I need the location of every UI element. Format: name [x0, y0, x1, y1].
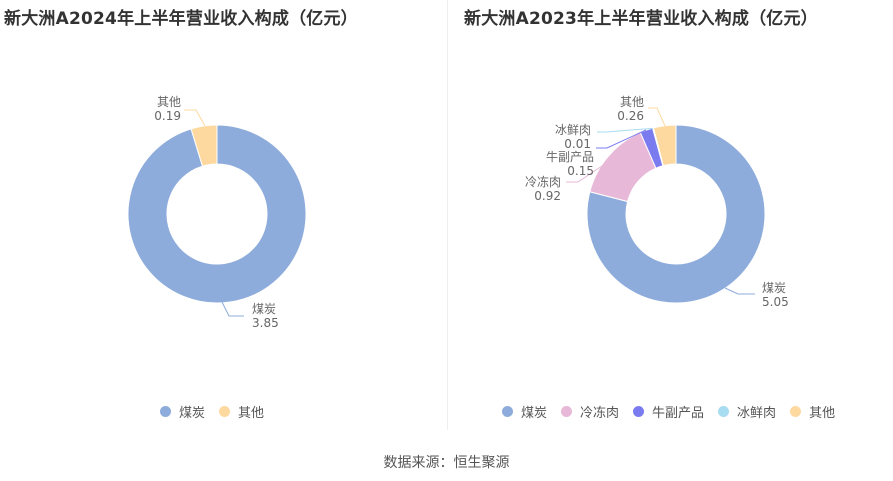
slice-name-label: 煤炭	[252, 302, 276, 316]
legend-label: 冷冻肉	[580, 406, 620, 421]
label-line	[724, 287, 755, 295]
slice-value-label: 5.05	[762, 295, 789, 309]
slice-value-label: 0.92	[534, 189, 561, 203]
legend-dot-icon	[718, 406, 730, 417]
slice-value-label: 0.26	[617, 109, 644, 123]
legend-2024: 煤炭 其他	[160, 402, 278, 421]
label-line	[221, 301, 244, 317]
label-line	[648, 107, 666, 127]
chart-title-2023: 新大洲A2023年上半年营业收入构成（亿元）	[464, 9, 818, 29]
chart-title-2024: 新大洲A2024年上半年营业收入构成（亿元）	[4, 9, 358, 29]
slice-value-label: 0.15	[567, 164, 594, 178]
label-line	[596, 129, 647, 149]
legend-label: 其他	[238, 406, 265, 421]
slice-name-label: 煤炭	[762, 281, 786, 295]
legend-dot-icon	[633, 406, 645, 417]
legend-dot-icon	[160, 406, 171, 417]
slice-2023-0[interactable]	[586, 124, 766, 304]
slice-value-label: 0.01	[564, 137, 591, 151]
legend-item[interactable]: 冰鲜肉	[718, 402, 776, 421]
legend-item[interactable]: 其他	[790, 402, 835, 421]
slice-name-label: 牛副产品	[546, 149, 594, 164]
legend-item[interactable]: 冷冻肉	[561, 402, 619, 421]
slice-2023-4[interactable]	[652, 124, 677, 167]
legend-item[interactable]: 其他	[219, 402, 264, 421]
legend-label: 牛副产品	[652, 406, 705, 421]
label-line	[184, 109, 206, 127]
legend-2023: 煤炭 冷冻肉 牛副产品 冰鲜肉 其他	[502, 402, 849, 421]
legend-label: 煤炭	[179, 406, 206, 421]
slice-name-label: 冰鲜肉	[555, 123, 591, 137]
legend-item[interactable]: 煤炭	[160, 402, 205, 421]
legend-label: 煤炭	[521, 406, 548, 421]
slice-name-label: 其他	[157, 95, 181, 109]
legend-label: 其他	[809, 406, 836, 421]
legend-dot-icon	[561, 406, 573, 417]
legend-item[interactable]: 牛副产品	[633, 402, 704, 421]
legend-dot-icon	[790, 406, 802, 417]
slice-2024-1[interactable]	[190, 124, 218, 167]
slice-value-label: 3.85	[252, 316, 279, 330]
slice-name-label: 冷冻肉	[525, 174, 561, 189]
slice-value-label: 0.19	[154, 109, 181, 123]
label-line	[566, 163, 606, 183]
label-line	[597, 127, 658, 133]
slice-2024-0[interactable]	[127, 124, 307, 304]
panel-divider	[447, 0, 448, 430]
legend-dot-icon	[502, 406, 513, 417]
legend-dot-icon	[219, 406, 231, 417]
data-source: 数据来源：恒生聚源	[383, 455, 510, 471]
legend-item[interactable]: 煤炭	[502, 402, 547, 421]
legend-label: 冰鲜肉	[737, 406, 777, 421]
slice-name-label: 其他	[620, 95, 644, 109]
